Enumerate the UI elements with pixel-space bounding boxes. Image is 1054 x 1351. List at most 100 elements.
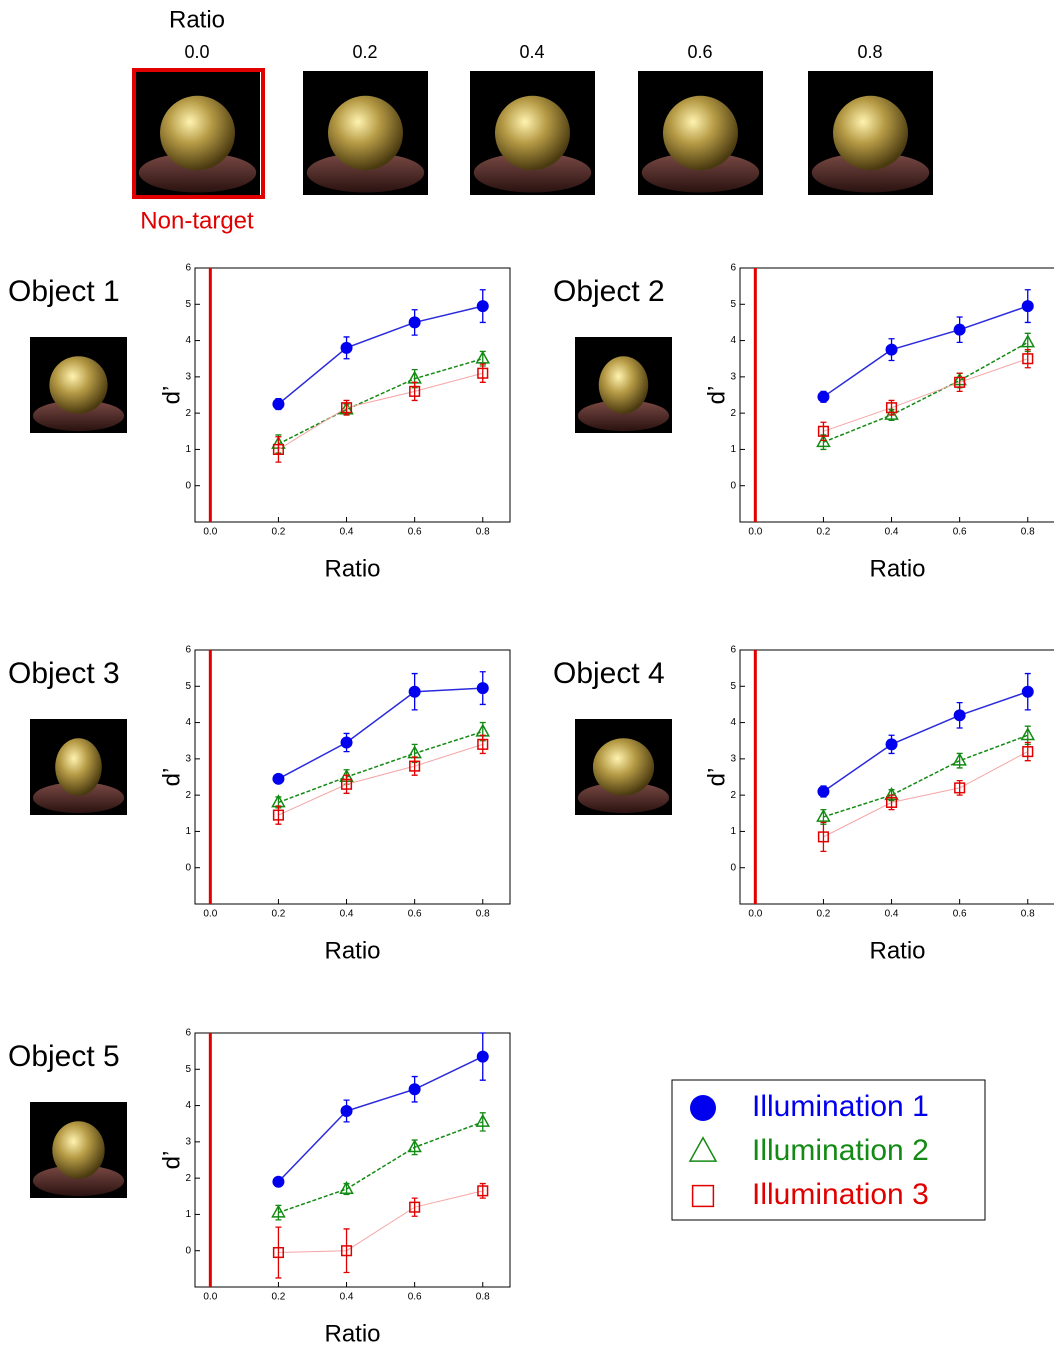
series-line [823, 305, 1029, 398]
x-tick-label: 0.2 [271, 527, 285, 538]
series-line [278, 372, 483, 450]
marker [272, 1246, 284, 1259]
plot-frame [739, 267, 1054, 523]
x-tick-label: 0.0 [748, 909, 762, 920]
y-tick-label: 3 [730, 371, 736, 382]
x-tick-label: 0.0 [748, 527, 762, 538]
series-line [278, 743, 483, 816]
y-tick-label: 6 [185, 645, 191, 656]
pedestal [577, 782, 670, 814]
object [598, 356, 649, 414]
y-tick-label: 6 [185, 263, 191, 274]
error-bar [275, 1226, 282, 1279]
object-image [30, 337, 127, 433]
marker [816, 808, 831, 822]
y-tick-label: 4 [730, 335, 736, 346]
y-tick-label: 5 [730, 681, 736, 692]
object-image [575, 719, 672, 815]
y-tick-label: 0 [185, 862, 191, 873]
marker [271, 1204, 286, 1218]
marker [272, 809, 284, 821]
y-tick-label: 3 [185, 1136, 191, 1147]
chart-title: Object 2 [553, 275, 665, 308]
x-tick-label: 0.8 [476, 527, 490, 538]
marker [476, 682, 489, 695]
non-target-label: Non-target [140, 207, 254, 234]
y-tick-label: 5 [185, 681, 191, 692]
marker [476, 1050, 489, 1063]
pedestal [32, 782, 125, 814]
y-tick-label: 0 [185, 1245, 191, 1256]
x-tick-label: 0.2 [271, 1292, 285, 1303]
pedestal [577, 400, 670, 432]
y-tick-label: 1 [185, 826, 191, 837]
marker [1022, 746, 1034, 758]
series-line [278, 730, 483, 804]
y-tick-label: 5 [185, 1064, 191, 1075]
ratio-label: 0.8 [857, 42, 882, 62]
y-tick-label: 3 [185, 371, 191, 382]
legend-label: Illumination 1 [752, 1090, 929, 1123]
object [55, 738, 102, 796]
error-bar [343, 774, 350, 794]
x-tick-label: 0.8 [476, 909, 490, 920]
marker [885, 402, 898, 414]
marker [953, 323, 966, 336]
error-bar [820, 821, 827, 853]
marker [1022, 353, 1034, 365]
object [160, 95, 235, 171]
marker [1021, 685, 1034, 698]
ratio-label: 0.2 [352, 42, 377, 62]
marker [1021, 300, 1034, 313]
highlight-frame [132, 68, 265, 199]
marker [885, 738, 898, 751]
y-axis-label: d’ [703, 386, 730, 405]
y-axis-label: d’ [158, 768, 185, 787]
legend-marker [690, 1095, 716, 1121]
x-tick-label: 0.2 [816, 909, 830, 920]
legend-label: Illumination 2 [752, 1134, 929, 1167]
plot-frame [194, 267, 511, 523]
legend-marker [691, 1184, 715, 1208]
marker [272, 398, 285, 411]
series-line [823, 734, 1029, 818]
x-tick-label: 0.4 [885, 527, 899, 538]
error-bar [411, 756, 418, 776]
y-tick-label: 0 [730, 480, 736, 491]
legend-label: Illumination 3 [752, 1178, 929, 1211]
error-bar [343, 1228, 350, 1274]
series-line [278, 1121, 484, 1214]
object [663, 95, 738, 171]
series-line [277, 1055, 484, 1183]
object-image [303, 71, 428, 195]
error-bar [411, 381, 418, 402]
plot-frame [194, 649, 511, 905]
y-tick-label: 4 [185, 717, 191, 728]
marker [407, 1139, 422, 1153]
y-tick-label: 3 [185, 753, 191, 764]
x-axis-label: Ratio [869, 555, 925, 582]
error-bar [275, 436, 282, 463]
marker [1020, 334, 1036, 348]
legend-box [671, 1079, 986, 1221]
ratio-label: 0.0 [184, 42, 209, 62]
marker [340, 402, 353, 414]
pedestal [641, 152, 760, 193]
series-line [278, 1190, 483, 1254]
y-tick-label: 5 [730, 299, 736, 310]
marker [477, 367, 489, 379]
x-tick-label: 0.6 [953, 527, 967, 538]
pedestal [32, 400, 125, 432]
marker [340, 736, 353, 749]
y-tick-label: 2 [730, 408, 736, 419]
y-tick-label: 1 [185, 1209, 191, 1220]
x-tick-label: 0.4 [885, 909, 899, 920]
plot-frame [194, 1032, 511, 1288]
pedestal [473, 152, 592, 193]
x-tick-label: 0.6 [953, 909, 967, 920]
object [52, 1121, 105, 1179]
marker [817, 831, 829, 843]
object [328, 95, 403, 171]
series-line [823, 358, 1028, 432]
marker [477, 738, 489, 750]
